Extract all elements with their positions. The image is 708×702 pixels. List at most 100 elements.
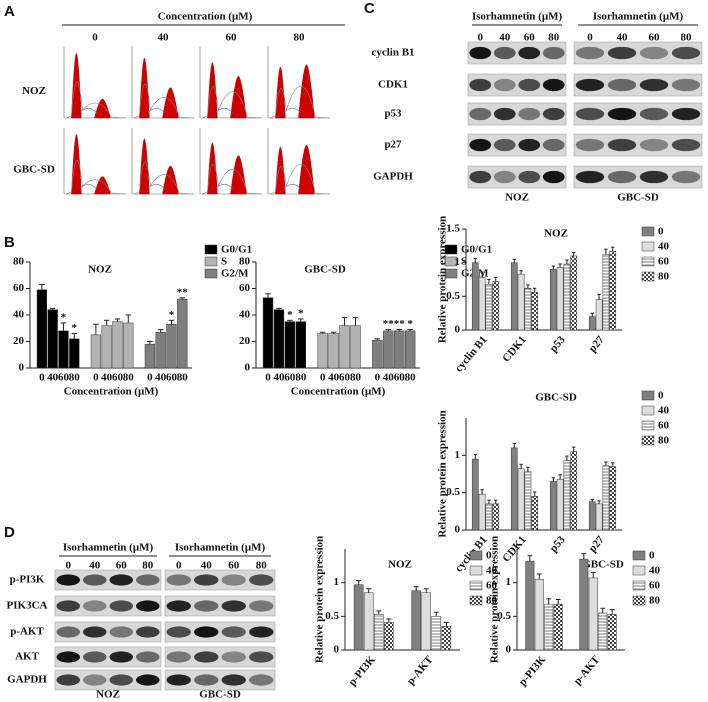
bar (531, 292, 539, 331)
y-tick-label: 0 (334, 644, 340, 656)
blot-band (671, 138, 701, 152)
legend-label: 80 (658, 435, 670, 447)
fit-curve (201, 164, 263, 195)
legend-label: 0 (649, 550, 655, 562)
g2-peak (230, 75, 247, 119)
blot-strip (573, 165, 703, 189)
x-tick-label: 60 (58, 372, 70, 384)
x-tick-label: p-AKT (405, 653, 436, 687)
y-axis-label: Relative protein expression (437, 410, 449, 537)
protein-label: p27 (384, 139, 402, 151)
blot-strip (573, 102, 703, 126)
blot-band (166, 600, 191, 612)
legend-swatch (469, 580, 483, 591)
s-phase (80, 183, 97, 190)
x-tick-label: p53 (548, 533, 569, 554)
blot-strip (467, 41, 567, 65)
significance: * (169, 309, 175, 321)
g2-peak (230, 155, 247, 195)
legend-label: G2/M (221, 268, 249, 280)
blot-band (194, 600, 219, 612)
blot-band (194, 574, 219, 586)
legend-swatch (444, 268, 458, 279)
blot-band (166, 651, 191, 663)
g1-peak (275, 146, 286, 195)
blot-band (135, 574, 160, 586)
blot-band (135, 651, 160, 663)
blot-band (56, 674, 81, 686)
blot-band (607, 46, 637, 60)
blot-band (518, 107, 541, 121)
protein-label: p53 (384, 108, 402, 120)
concentration-label: 0 (176, 560, 182, 572)
bar (517, 468, 525, 531)
g2-peak (94, 98, 111, 119)
bar (595, 503, 603, 531)
row-label: GBC-SD (13, 164, 55, 176)
blot-band (639, 170, 669, 184)
x-tick-label: p-AKT (571, 653, 602, 687)
concentration-label: 40 (89, 560, 101, 572)
legend-label: 80 (486, 595, 498, 607)
g1-peak (207, 142, 218, 195)
blot-band (469, 138, 492, 152)
y-tick-label: 20 (239, 335, 251, 347)
bar (90, 334, 101, 369)
x-tick-label: 80 (295, 372, 307, 384)
concentration-label: 0 (587, 32, 593, 44)
protein-label: CDK1 (378, 79, 408, 91)
blot-band (493, 138, 516, 152)
chart-title: NOZ (544, 228, 568, 240)
bar (492, 503, 500, 531)
legend-label: G0/G1 (221, 244, 252, 256)
blot-band (109, 674, 134, 686)
blot-band (542, 138, 565, 152)
protein-label: GAPDH (373, 171, 413, 183)
blot-band (56, 626, 81, 638)
legend-swatch (641, 241, 655, 252)
cell-line-label: GBC-SD (199, 689, 241, 701)
blot-band (607, 78, 637, 92)
significance: * (407, 318, 413, 330)
bar (549, 481, 557, 531)
g2-peak (94, 176, 111, 195)
blot-strip (164, 646, 276, 668)
column-label: 40 (158, 32, 170, 44)
bar (553, 603, 563, 651)
blot-strip (54, 595, 162, 617)
bar (317, 333, 328, 369)
legend-label: 60 (486, 580, 498, 592)
x-tick-label: 60 (284, 372, 296, 384)
fit-curve (201, 85, 263, 119)
x-tick-label: 0 (39, 372, 45, 384)
blot-band (109, 626, 134, 638)
legend-swatch (469, 595, 483, 606)
legend-swatch (204, 244, 218, 255)
bar (485, 503, 493, 531)
bar (609, 250, 617, 331)
blot-band (575, 138, 605, 152)
legend-swatch (469, 550, 483, 561)
panel-label: C (364, 0, 375, 17)
blot-band (542, 46, 565, 60)
bar (339, 325, 350, 369)
blot-band (469, 107, 492, 121)
blot-band (221, 574, 246, 586)
x-tick-label: 0 (93, 372, 99, 384)
legend-swatch (641, 390, 655, 401)
x-tick-label: 40 (273, 372, 285, 384)
x-tick-label: 80 (177, 372, 189, 384)
blot-band (249, 574, 274, 586)
legend-swatch (632, 565, 646, 576)
blot-strip (573, 73, 703, 97)
y-tick-label: 0.5 (446, 486, 460, 498)
x-tick-label: 40 (155, 372, 167, 384)
g1-peak (71, 53, 82, 119)
blot-band (166, 674, 191, 686)
concentration-label: 40 (201, 560, 213, 572)
bar (609, 466, 617, 531)
y-tick-label: 0 (455, 524, 461, 536)
legend-label: G0/G1 (461, 244, 492, 256)
legend-label: 40 (486, 565, 498, 577)
bar (544, 603, 554, 651)
